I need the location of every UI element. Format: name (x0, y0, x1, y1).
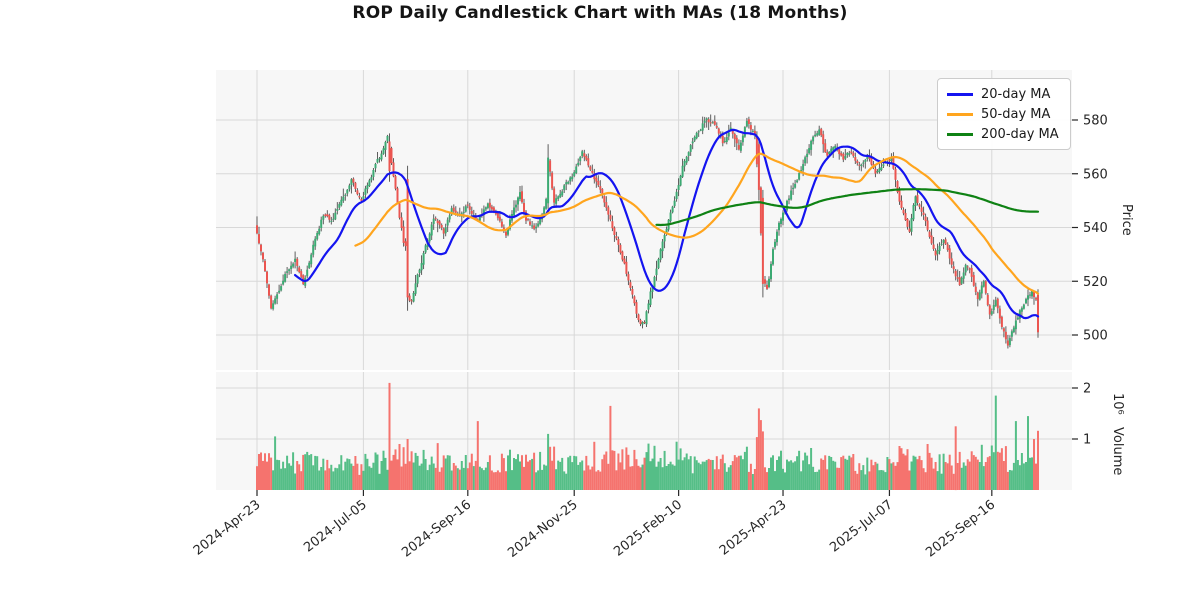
tick-label: 2 (1083, 382, 1091, 397)
tick-label: 540 (1083, 221, 1108, 236)
tick-label: 580 (1083, 114, 1108, 129)
tick-label: 520 (1083, 275, 1108, 290)
ma20-line (294, 128, 1040, 320)
volume-axis-label: Volume (1110, 427, 1125, 476)
tick-label: 2024-Sep-16 (399, 497, 474, 560)
legend-item-ma50: 50-day MA (947, 104, 1062, 124)
tick-label: 2025-Feb-10 (611, 497, 685, 559)
grid-layer (216, 70, 1072, 490)
tick-label: 560 (1083, 167, 1108, 182)
tick-label: 2025-Apr-23 (717, 497, 790, 558)
legend-label: 20-day MA (981, 86, 1051, 102)
tick-label: 500 (1083, 329, 1108, 344)
chart-title: ROP Daily Candlestick Chart with MAs (18… (352, 3, 848, 23)
tick-label: 2024-Apr-23 (191, 497, 264, 558)
legend-item-ma20: 20-day MA (947, 84, 1062, 104)
legend-label: 200-day MA (981, 126, 1059, 142)
tick-label: 2024-Jul-05 (301, 497, 370, 555)
tick-label: 2024-Nov-25 (505, 497, 580, 561)
tick-label: 2025-Sep-16 (923, 497, 998, 560)
volume-offset-label: 10⁶ (1110, 393, 1125, 415)
legend-label: 50-day MA (981, 106, 1051, 122)
tick-label: 1 (1083, 433, 1091, 448)
ma50-line-swatch (947, 112, 973, 116)
ma200-line (655, 188, 1040, 227)
price-axis-label: Price (1119, 204, 1134, 236)
legend: 20-day MA 50-day MA 200-day MA (937, 78, 1071, 150)
ma200-line-swatch (947, 132, 973, 136)
candles-layer (256, 118, 1039, 346)
legend-item-ma200: 200-day MA (947, 124, 1062, 144)
ma50-line (354, 152, 1040, 295)
ma20-line-swatch (947, 92, 973, 96)
tick-label: 2025-Jul-07 (827, 497, 896, 555)
volume-layer (256, 382, 1039, 491)
